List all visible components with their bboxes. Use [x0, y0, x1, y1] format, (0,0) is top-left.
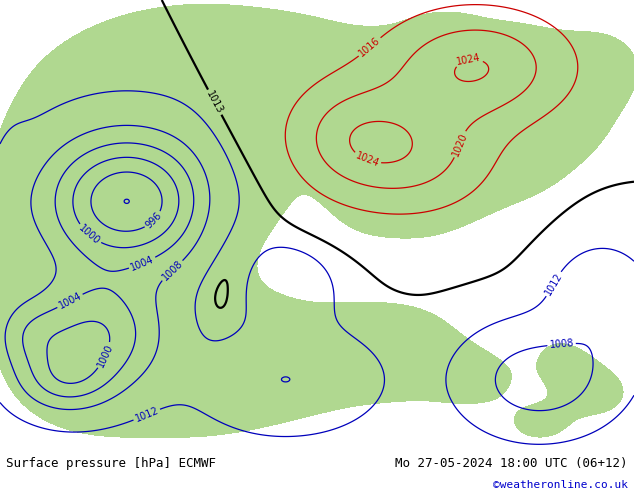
Text: 1012: 1012	[134, 405, 160, 424]
Text: 1000: 1000	[77, 223, 102, 246]
Text: 1016: 1016	[357, 35, 382, 59]
Text: 1000: 1000	[96, 343, 115, 369]
Text: 1024: 1024	[354, 150, 380, 169]
Text: ©weatheronline.co.uk: ©weatheronline.co.uk	[493, 480, 628, 490]
Text: 1024: 1024	[456, 53, 482, 67]
Text: Mo 27-05-2024 18:00 UTC (06+12): Mo 27-05-2024 18:00 UTC (06+12)	[395, 457, 628, 470]
Text: 1013: 1013	[205, 89, 225, 115]
Text: 1004: 1004	[129, 254, 155, 272]
Text: 1012: 1012	[543, 271, 564, 297]
Text: Surface pressure [hPa] ECMWF: Surface pressure [hPa] ECMWF	[6, 457, 216, 470]
Text: 1004: 1004	[57, 291, 83, 311]
Text: 1008: 1008	[549, 339, 574, 350]
Text: 1008: 1008	[160, 258, 184, 283]
Text: 1020: 1020	[450, 131, 469, 157]
Text: 996: 996	[144, 210, 164, 230]
